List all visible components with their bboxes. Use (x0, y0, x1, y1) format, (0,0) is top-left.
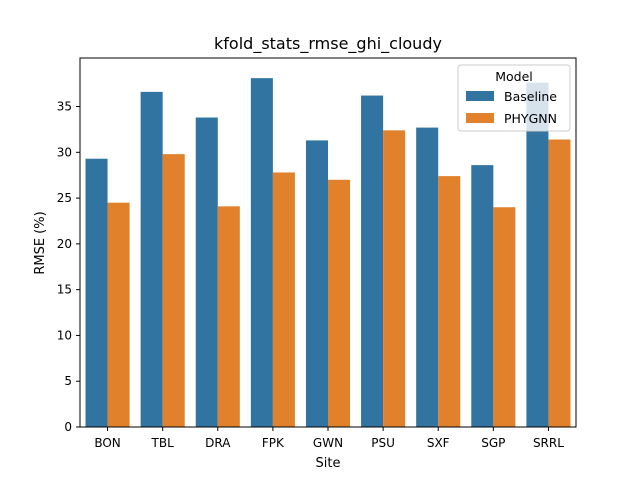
bar-phygnn-gwn (328, 179, 351, 427)
x-tick-label: SXF (427, 436, 450, 450)
bar-baseline-tbl (140, 91, 163, 427)
x-axis-label: Site (316, 456, 341, 471)
legend: Model Baseline PHYGNN (457, 64, 571, 132)
y-tick-label: 0 (64, 420, 72, 434)
bar-phygnn-psu (383, 130, 406, 427)
y-tick-label: 15 (57, 283, 72, 297)
y-tick-label: 5 (64, 374, 72, 388)
bars-group (85, 78, 571, 428)
y-tick-label: 20 (57, 237, 72, 251)
bar-baseline-sgp (471, 165, 494, 427)
bar-baseline-psu (361, 95, 384, 427)
x-tick-label: DRA (205, 436, 231, 450)
y-axis-label: RMSE (%) (33, 211, 48, 274)
bar-phygnn-tbl (162, 154, 185, 428)
plot-frame (79, 57, 577, 428)
bar-phygnn-bon (107, 202, 130, 427)
y-tick-label: 10 (57, 328, 72, 342)
legend-swatch-phygnn (466, 113, 494, 123)
bar-phygnn-sxf (438, 176, 461, 427)
y-tick-label: 30 (57, 145, 72, 159)
bar-baseline-bon (85, 158, 108, 427)
legend-title: Model (495, 69, 533, 84)
x-tick-label: SGP (481, 436, 505, 450)
x-tick-label: SRRL (533, 436, 564, 450)
legend-label-phygnn: PHYGNN (504, 111, 557, 126)
bar-phygnn-sgp (493, 207, 516, 427)
legend-label-baseline: Baseline (504, 89, 557, 104)
bar-baseline-sxf (416, 127, 439, 428)
chart-title: kfold_stats_rmse_ghi_cloudy (214, 34, 442, 54)
x-tick-label: FPK (262, 436, 285, 450)
x-tick-label: TBL (151, 436, 175, 450)
bar-baseline-dra (195, 117, 218, 428)
bar-baseline-gwn (305, 140, 328, 427)
bar-baseline-fpk (250, 78, 273, 427)
ticks-group: BON TBL DRA FPK GWN PSU SXF SGP SRRL 0 5 10 15 20 25 30… (57, 100, 565, 450)
legend-swatch-baseline (466, 91, 494, 101)
bar-phygnn-dra (217, 206, 240, 427)
bar-baseline-srrl (526, 82, 549, 428)
bar-phygnn-srrl (548, 139, 571, 427)
x-tick-label: GWN (313, 436, 343, 450)
bar-phygnn-fpk (272, 172, 295, 427)
y-tick-label: 25 (57, 191, 72, 205)
y-tick-label: 35 (57, 100, 72, 114)
x-tick-label: BON (94, 436, 120, 450)
x-tick-label: PSU (371, 436, 395, 450)
